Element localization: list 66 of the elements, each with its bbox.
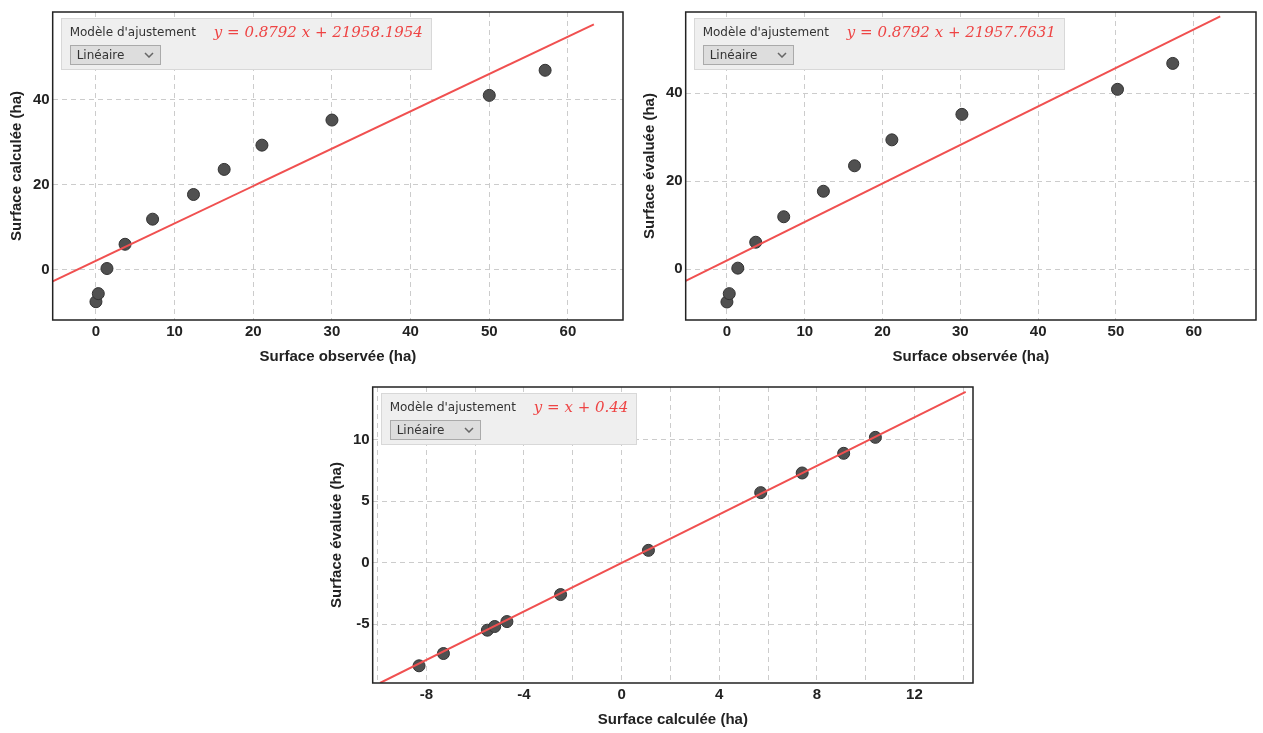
annotation: Modèle d'ajustement bbox=[702, 25, 829, 39]
point bbox=[186, 188, 200, 201]
x-tick-label: 30 bbox=[951, 322, 969, 340]
point bbox=[100, 262, 114, 276]
x-axis-title: Surface calculée (ha) bbox=[597, 710, 748, 728]
y-tick-label: 20 bbox=[666, 171, 683, 189]
point bbox=[1166, 56, 1180, 70]
y-axis-title: Surface calculée (ha) bbox=[7, 90, 25, 242]
y-axis-title: Surface évaluée (ha) bbox=[640, 93, 658, 239]
x-tick-label: 60 bbox=[1185, 322, 1203, 340]
x-tick-label: 30 bbox=[323, 322, 341, 340]
annotation: y = 0.8792 x + 21958.1954 bbox=[213, 23, 423, 41]
fit-model-panel: Modèle d'ajustement y = x + 0.44 Linéaire bbox=[380, 393, 638, 445]
x-tick-label: 0 bbox=[617, 685, 626, 703]
x-tick-label: -4 bbox=[517, 685, 532, 703]
x-tick-label: 20 bbox=[244, 322, 262, 340]
x-tick-label: 60 bbox=[559, 322, 577, 340]
point bbox=[848, 159, 862, 173]
y-tick-label: 10 bbox=[353, 429, 370, 447]
x-tick-label: 12 bbox=[906, 685, 923, 703]
y-tick-label: 40 bbox=[33, 89, 50, 107]
x-axis-title: Surface observée (ha) bbox=[259, 347, 417, 365]
fit-model-panel: Modèle d'ajustement y = 0.8792 x + 21957.7631 Linéaire bbox=[693, 18, 1065, 70]
point bbox=[146, 212, 160, 226]
x-tick-label: 10 bbox=[796, 322, 814, 340]
point bbox=[538, 63, 552, 77]
x-tick-label: 0 bbox=[722, 322, 732, 340]
annotation: Linéaire bbox=[76, 48, 125, 62]
x-tick-label: 50 bbox=[1107, 322, 1125, 340]
annotation: y = 0.8792 x + 21957.7631 bbox=[846, 23, 1056, 41]
point bbox=[255, 138, 269, 152]
x-tick-label: 4 bbox=[715, 685, 725, 703]
y-tick-label: -5 bbox=[356, 614, 370, 632]
point bbox=[482, 88, 496, 102]
x-tick-label: 10 bbox=[166, 322, 183, 340]
y-axis-title: Surface évaluée (ha) bbox=[327, 462, 345, 608]
point bbox=[777, 210, 791, 224]
point bbox=[885, 133, 899, 147]
annotation: Linéaire bbox=[396, 423, 445, 437]
point bbox=[1111, 82, 1125, 96]
point bbox=[217, 162, 231, 176]
annotation: y = x + 0.44 bbox=[533, 398, 629, 416]
fit-model-panel: Modèle d'ajustement y = 0.8792 x + 21958.1954 Linéaire bbox=[60, 18, 432, 70]
x-tick-label: 50 bbox=[480, 322, 498, 340]
y-tick-label: 0 bbox=[361, 552, 370, 570]
y-tick-label: 5 bbox=[361, 491, 370, 509]
point bbox=[731, 261, 745, 275]
point bbox=[325, 113, 339, 127]
annotation: Modèle d'ajustement bbox=[389, 400, 516, 414]
y-tick-label: 0 bbox=[674, 259, 683, 277]
x-axis-title: Surface observée (ha) bbox=[892, 347, 1050, 365]
point bbox=[91, 287, 105, 301]
point bbox=[816, 184, 830, 198]
x-tick-label: 40 bbox=[1029, 322, 1047, 340]
y-tick-label: 40 bbox=[666, 83, 683, 101]
annotation: Modèle d'ajustement bbox=[69, 25, 196, 39]
x-tick-label: 0 bbox=[91, 322, 101, 340]
point bbox=[722, 287, 736, 301]
x-tick-label: 40 bbox=[402, 322, 419, 340]
y-tick-label: 0 bbox=[41, 259, 50, 277]
x-tick-label: 20 bbox=[874, 322, 891, 340]
x-tick-label: 8 bbox=[812, 685, 821, 703]
y-tick-label: 20 bbox=[33, 174, 50, 192]
x-tick-label: -8 bbox=[419, 685, 434, 703]
annotation: Linéaire bbox=[709, 48, 758, 62]
point bbox=[955, 107, 969, 121]
